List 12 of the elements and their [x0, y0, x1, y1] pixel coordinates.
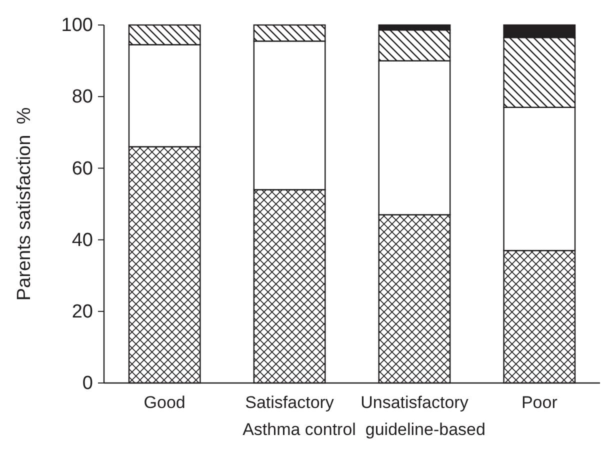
x-tick-label: Unsatisfactory: [360, 393, 469, 412]
y-axis-title: Parents satisfaction %: [14, 107, 35, 301]
y-tick-label: 80: [72, 86, 93, 108]
x-tick-label: Good: [144, 393, 186, 412]
y-tick-label: 20: [72, 301, 93, 322]
x-axis-title: Asthma control guideline-based: [242, 420, 486, 439]
x-tick-label: Poor: [521, 393, 558, 412]
y-tick-label: 40: [72, 230, 93, 251]
x-tick-label: Satisfactory: [245, 393, 334, 412]
y-tick-label: 100: [61, 15, 93, 36]
y-tick-label: 60: [72, 158, 93, 180]
y-tick-label: 0: [82, 373, 93, 394]
